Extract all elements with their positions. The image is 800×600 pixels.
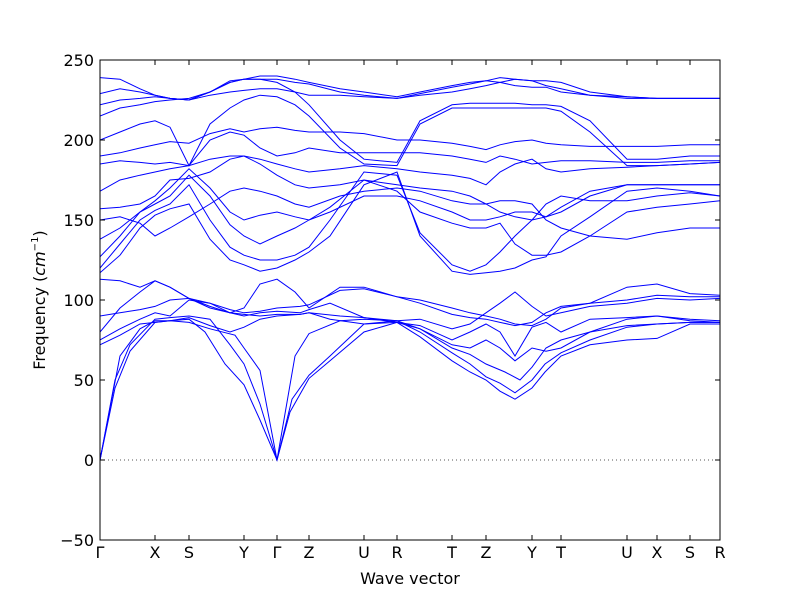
band-line-8 — [100, 278, 720, 362]
band-line-18 — [100, 94, 720, 167]
x-tick-label: Y — [526, 543, 537, 562]
y-axis-label: Frequency (cm−1) — [30, 230, 49, 369]
band-line-17 — [100, 126, 720, 157]
band-line-12 — [100, 168, 720, 240]
band-line-4 — [100, 312, 720, 357]
plot-frame — [99, 59, 721, 541]
band-line-1 — [100, 318, 720, 462]
x-tick-label: S — [685, 543, 695, 562]
x-tick-label: U — [621, 543, 633, 562]
x-tick-label: S — [184, 543, 194, 562]
x-tick-label: R — [391, 543, 402, 562]
band-line-10 — [100, 171, 720, 272]
band-line-5 — [100, 291, 720, 341]
band-line-22 — [100, 77, 720, 101]
x-tick-label: Z — [304, 543, 315, 562]
band-line-16 — [100, 131, 720, 167]
x-tick-label: X — [652, 543, 663, 562]
x-tick-label: T — [446, 543, 457, 562]
band-line-7 — [100, 283, 720, 327]
x-tick-label: Γ — [273, 543, 282, 562]
band-line-14 — [100, 155, 720, 221]
y-tick-label: 100 — [63, 291, 94, 310]
x-tick-label: Γ — [96, 543, 105, 562]
band-line-9 — [100, 171, 720, 275]
x-tick-label: T — [555, 543, 566, 562]
x-tick-label: U — [358, 543, 370, 562]
y-tick-label: 200 — [63, 131, 94, 150]
y-tick-label: 0 — [84, 451, 94, 470]
x-tick-label: Z — [481, 543, 492, 562]
y-axis-ticks: −50 0 50 100 150 200 250 — [60, 51, 720, 550]
phonon-bands — [100, 75, 720, 462]
x-axis-label: Wave vector — [360, 569, 460, 588]
y-tick-label: 50 — [74, 371, 94, 390]
band-line-19 — [100, 78, 720, 163]
band-line-15 — [100, 155, 720, 192]
x-tick-label: X — [150, 543, 161, 562]
band-line-2 — [100, 315, 720, 462]
x-tick-label: Y — [238, 543, 249, 562]
y-tick-label: 150 — [63, 211, 94, 230]
y-tick-label: 250 — [63, 51, 94, 70]
band-line-13 — [100, 187, 720, 240]
y-tick-label: −50 — [60, 531, 94, 550]
x-tick-label: R — [714, 543, 725, 562]
